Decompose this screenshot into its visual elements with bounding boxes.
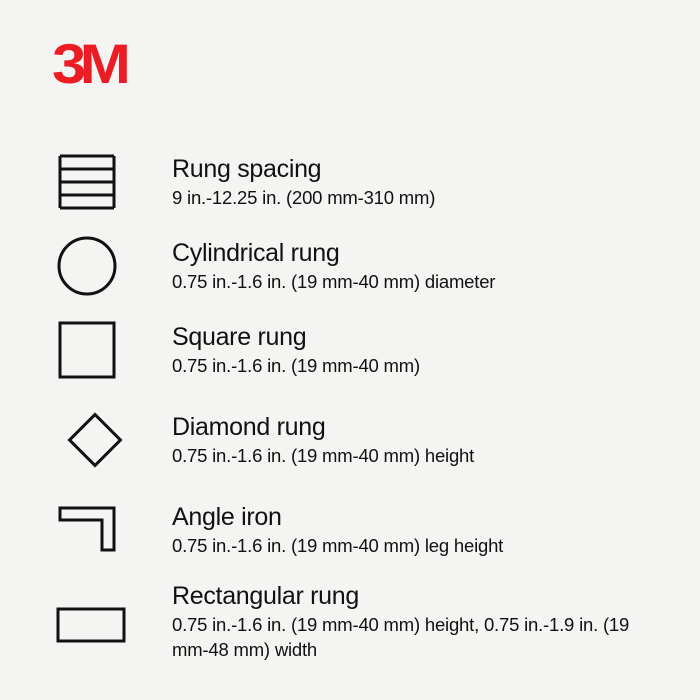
spec-title: Diamond rung <box>172 412 644 442</box>
spec-title: Cylindrical rung <box>172 238 644 268</box>
spec-text: Angle iron 0.75 in.-1.6 in. (19 mm-40 mm… <box>166 502 644 559</box>
spec-detail: 9 in.-12.25 in. (200 mm-310 mm) <box>172 186 644 211</box>
spec-sheet: 3M Rung spacing 9 <box>0 0 700 700</box>
brand-logo: 3M <box>52 36 700 92</box>
square-icon <box>56 319 166 381</box>
spec-title: Rectangular rung <box>172 581 644 611</box>
spec-title: Square rung <box>172 322 644 352</box>
rectangle-icon <box>56 601 166 643</box>
spec-row: Angle iron 0.75 in.-1.6 in. (19 mm-40 mm… <box>56 488 644 572</box>
spec-title: Rung spacing <box>172 154 644 184</box>
diamond-icon <box>56 401 166 479</box>
spec-row: Rung spacing 9 in.-12.25 in. (200 mm-310… <box>56 140 644 224</box>
spec-row: Square rung 0.75 in.-1.6 in. (19 mm-40 m… <box>56 308 644 392</box>
spec-row: Diamond rung 0.75 in.-1.6 in. (19 mm-40 … <box>56 392 644 488</box>
circle-icon <box>56 235 166 297</box>
spec-row: Cylindrical rung 0.75 in.-1.6 in. (19 mm… <box>56 224 644 308</box>
spec-row: Rectangular rung 0.75 in.-1.6 in. (19 mm… <box>56 572 644 672</box>
spec-list: Rung spacing 9 in.-12.25 in. (200 mm-310… <box>56 140 644 672</box>
spec-text: Rung spacing 9 in.-12.25 in. (200 mm-310… <box>166 154 644 211</box>
spec-title: Angle iron <box>172 502 644 532</box>
spec-text: Cylindrical rung 0.75 in.-1.6 in. (19 mm… <box>166 238 644 295</box>
angle-iron-icon <box>56 504 166 556</box>
spec-detail: 0.75 in.-1.6 in. (19 mm-40 mm) height <box>172 444 644 469</box>
spec-text: Diamond rung 0.75 in.-1.6 in. (19 mm-40 … <box>166 412 644 469</box>
spec-text: Square rung 0.75 in.-1.6 in. (19 mm-40 m… <box>166 322 644 379</box>
ladder-icon <box>56 154 166 210</box>
spec-detail: 0.75 in.-1.6 in. (19 mm-40 mm) diameter <box>172 270 644 295</box>
spec-detail: 0.75 in.-1.6 in. (19 mm-40 mm) leg heigh… <box>172 534 644 559</box>
spec-detail: 0.75 in.-1.6 in. (19 mm-40 mm) height, 0… <box>172 613 644 663</box>
spec-text: Rectangular rung 0.75 in.-1.6 in. (19 mm… <box>166 581 644 663</box>
spec-detail: 0.75 in.-1.6 in. (19 mm-40 mm) <box>172 354 644 379</box>
